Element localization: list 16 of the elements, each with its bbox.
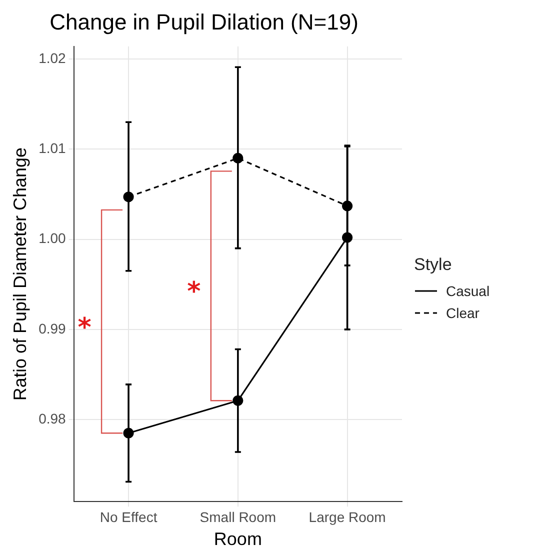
chart-title: Change in Pupil Dilation (N=19) (50, 9, 358, 34)
y-tick-label: 0.99 (38, 320, 66, 336)
legend-label: Casual (446, 283, 490, 299)
y-axis-title: Ratio of Pupil Diameter Change (10, 147, 30, 401)
x-axis-title: Room (214, 529, 262, 550)
x-tick-label: Small Room (200, 508, 276, 525)
y-tick-label: 0.98 (38, 410, 66, 426)
y-tick-label: 1.00 (38, 230, 66, 246)
x-tick-label: Large Room (308, 508, 386, 525)
y-tick-label: 1.02 (38, 50, 66, 66)
y-tick-label: 1.01 (38, 140, 66, 156)
x-tick-label: No Effect (100, 508, 158, 525)
legend-label: Clear (446, 305, 480, 321)
annotation: * (187, 277, 202, 308)
legend-title: Style (414, 255, 453, 275)
annotation: * (78, 312, 92, 343)
